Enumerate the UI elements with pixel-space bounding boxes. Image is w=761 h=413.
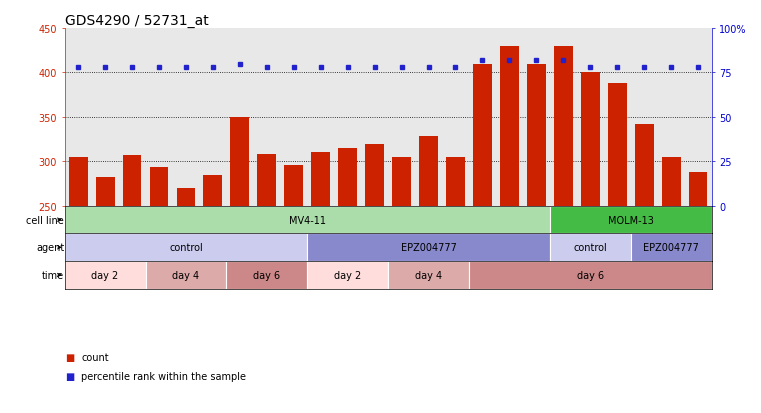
Text: EPZ004777: EPZ004777 bbox=[643, 243, 699, 253]
Text: ■: ■ bbox=[65, 352, 74, 362]
Bar bbox=[661, 157, 680, 206]
Bar bbox=[527, 64, 546, 206]
Bar bbox=[257, 155, 276, 206]
Text: ■: ■ bbox=[65, 371, 74, 381]
Text: cell line: cell line bbox=[27, 215, 64, 225]
Bar bbox=[307, 261, 388, 289]
Bar bbox=[635, 125, 654, 206]
Bar bbox=[227, 261, 307, 289]
Bar bbox=[473, 64, 492, 206]
Bar bbox=[419, 137, 438, 206]
Bar bbox=[177, 189, 196, 206]
Bar bbox=[446, 157, 465, 206]
Bar bbox=[123, 156, 142, 206]
Bar bbox=[311, 153, 330, 206]
Bar bbox=[388, 261, 469, 289]
Text: day 4: day 4 bbox=[415, 271, 442, 280]
Bar bbox=[608, 84, 626, 206]
Bar bbox=[68, 157, 88, 206]
Bar bbox=[203, 175, 222, 206]
Text: count: count bbox=[81, 352, 109, 362]
Text: day 6: day 6 bbox=[577, 271, 603, 280]
Bar bbox=[392, 157, 411, 206]
Bar bbox=[307, 234, 550, 261]
Text: MV4-11: MV4-11 bbox=[288, 215, 326, 225]
Bar bbox=[469, 261, 712, 289]
Bar bbox=[550, 234, 631, 261]
Text: day 4: day 4 bbox=[173, 271, 199, 280]
Text: MOLM-13: MOLM-13 bbox=[608, 215, 654, 225]
Bar bbox=[285, 166, 303, 206]
Bar bbox=[150, 167, 168, 206]
Bar bbox=[65, 206, 550, 234]
Bar bbox=[365, 145, 384, 206]
Bar bbox=[65, 234, 307, 261]
Bar bbox=[338, 149, 357, 206]
Bar bbox=[145, 261, 227, 289]
Text: EPZ004777: EPZ004777 bbox=[400, 243, 457, 253]
Text: day 2: day 2 bbox=[91, 271, 119, 280]
Bar bbox=[581, 73, 600, 206]
Text: control: control bbox=[573, 243, 607, 253]
Bar bbox=[631, 234, 712, 261]
Text: day 6: day 6 bbox=[253, 271, 280, 280]
Text: agent: agent bbox=[36, 243, 64, 253]
Bar bbox=[554, 47, 573, 207]
Bar bbox=[500, 47, 519, 207]
Bar bbox=[231, 118, 250, 206]
Text: day 2: day 2 bbox=[334, 271, 361, 280]
Text: time: time bbox=[42, 271, 64, 280]
Bar bbox=[550, 206, 712, 234]
Bar bbox=[96, 178, 115, 206]
Text: GDS4290 / 52731_at: GDS4290 / 52731_at bbox=[65, 14, 209, 28]
Bar bbox=[689, 173, 708, 206]
Text: percentile rank within the sample: percentile rank within the sample bbox=[81, 371, 247, 381]
Text: control: control bbox=[169, 243, 203, 253]
Bar bbox=[65, 261, 145, 289]
